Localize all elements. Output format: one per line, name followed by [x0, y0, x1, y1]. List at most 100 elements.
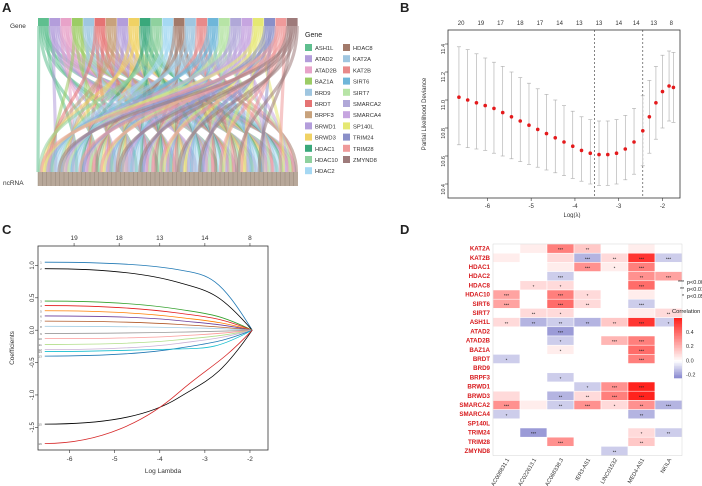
- heatmap-cell: [573, 363, 602, 374]
- heatmap-cell: [492, 308, 521, 318]
- heatmap-cell: [546, 446, 575, 456]
- significance-mark: ***: [558, 247, 564, 252]
- path-index-label: 16: [38, 442, 42, 446]
- heatmap-row-label: ZMYND8: [465, 448, 491, 455]
- heatmap-cell: [519, 262, 548, 272]
- legend-label: HDAC2: [315, 169, 335, 175]
- heatmap-cell: [492, 427, 521, 438]
- heatmap-cell: [600, 280, 629, 291]
- deviance-point: [562, 140, 566, 144]
- sankey-gene-bar: [105, 18, 117, 26]
- heatmap-cell: [654, 409, 683, 420]
- legend-label: SIRT7: [353, 91, 369, 97]
- deviance-point: [509, 115, 514, 119]
- significance-mark: *: [506, 358, 508, 363]
- sankey-gene-bar: [173, 18, 185, 26]
- significance-mark: **: [640, 440, 644, 445]
- legend-swatch: [343, 144, 350, 152]
- colorbar-segment: [674, 328, 682, 331]
- colorbar-segment: [674, 342, 682, 344]
- legend-label: ATAD2B: [315, 68, 337, 74]
- heatmap-cell: [546, 409, 575, 420]
- legend-swatch: [343, 111, 350, 119]
- heatmap-cell: [546, 262, 575, 272]
- colorbar-segment: [674, 352, 682, 355]
- deviance-point: [483, 103, 488, 108]
- significance-mark: *: [560, 284, 562, 289]
- panel-label-c: C: [2, 222, 12, 237]
- legend-swatch: [305, 77, 312, 85]
- colorbar-segment: [674, 334, 682, 337]
- deviance-point: [553, 136, 558, 140]
- heatmap-cell: [573, 427, 602, 438]
- deviance-point: [527, 123, 531, 127]
- heatmap-cell: [654, 418, 683, 429]
- heatmap-cell: [492, 436, 521, 447]
- heatmap-row-label: BRWD1: [467, 384, 490, 391]
- sankey-gene-bar: [264, 18, 275, 26]
- significance-mark: **: [586, 321, 590, 326]
- colorbar-segment: [674, 343, 682, 346]
- heatmap-cell: [519, 418, 548, 429]
- top-axis-label: 18: [517, 21, 524, 27]
- legend-swatch: [343, 122, 350, 130]
- heatmap-cell: [492, 243, 521, 254]
- panel-label-a: A: [2, 0, 12, 15]
- path-index-label: 1: [40, 261, 42, 265]
- colorbar-tick-label: 0.2: [686, 344, 694, 350]
- top-axis-label: 17: [537, 21, 544, 27]
- y-tick-label: 10.6: [441, 156, 447, 167]
- heatmap-cell: [546, 252, 575, 263]
- colorbar-segment: [674, 351, 682, 353]
- heatmap-cell: [519, 252, 548, 263]
- legend-swatch: [305, 133, 312, 141]
- heatmap-row-label: BRDT: [473, 356, 490, 363]
- heatmap-cell: [519, 354, 548, 364]
- sankey-gene-bar: [162, 18, 174, 26]
- significance-mark: ***: [639, 385, 645, 390]
- significance-mark: ***: [504, 404, 510, 409]
- gene-axis-label: Gene: [10, 23, 26, 30]
- heatmap-cell: [519, 243, 548, 254]
- significance-legend-label: p<0.05: [687, 294, 702, 300]
- heatmap-cell: [492, 446, 521, 456]
- heatmap-cell: [519, 372, 548, 383]
- y-tick-label: 0.0: [30, 325, 36, 334]
- colorbar-segment: [674, 319, 682, 322]
- heatmap-cell: [573, 446, 602, 456]
- heatmap-cell: [573, 326, 602, 337]
- sankey-gene-bar: [38, 18, 49, 26]
- significance-mark: ***: [558, 275, 564, 280]
- colorbar-segment: [674, 375, 682, 377]
- heatmap-row-label: KAT2A: [470, 246, 491, 253]
- significance-mark: ***: [639, 394, 645, 399]
- heatmap-row-label: BAZ1A: [469, 347, 490, 354]
- deviance-point: [605, 152, 610, 157]
- significance-legend-mark: **: [680, 287, 684, 293]
- colorbar-segment: [674, 337, 682, 340]
- legend-label: TRIM24: [353, 136, 374, 142]
- heatmap-cell: [627, 418, 656, 429]
- heatmap-row-label: TRIM28: [468, 439, 491, 446]
- coefficient-path: [44, 261, 253, 331]
- sankey-gene-bar: [49, 18, 61, 26]
- deviance-point: [623, 147, 628, 151]
- coefficient-path: [44, 268, 253, 331]
- legend-label: BRPF3: [315, 113, 334, 119]
- heatmap-column-label: IER3-AS1: [575, 458, 593, 483]
- sankey-legend-title: Gene: [305, 32, 322, 39]
- sankey-flow: [55, 25, 175, 173]
- significance-mark: ***: [531, 431, 537, 436]
- path-index-label: 11: [39, 343, 42, 347]
- top-axis-label: 13: [156, 235, 164, 242]
- sankey-flow: [52, 25, 196, 173]
- y-tick-label: 10.8: [441, 128, 447, 139]
- sankey-flows: [36, 25, 299, 173]
- path-index-label: 2: [40, 267, 42, 271]
- deviance-point: [614, 151, 619, 155]
- heatmap-cell: [492, 262, 521, 272]
- significance-mark: **: [613, 256, 617, 261]
- heatmap-cell: [492, 344, 521, 355]
- sankey-gene-bar: [83, 18, 95, 26]
- significance-mark: ***: [558, 330, 564, 335]
